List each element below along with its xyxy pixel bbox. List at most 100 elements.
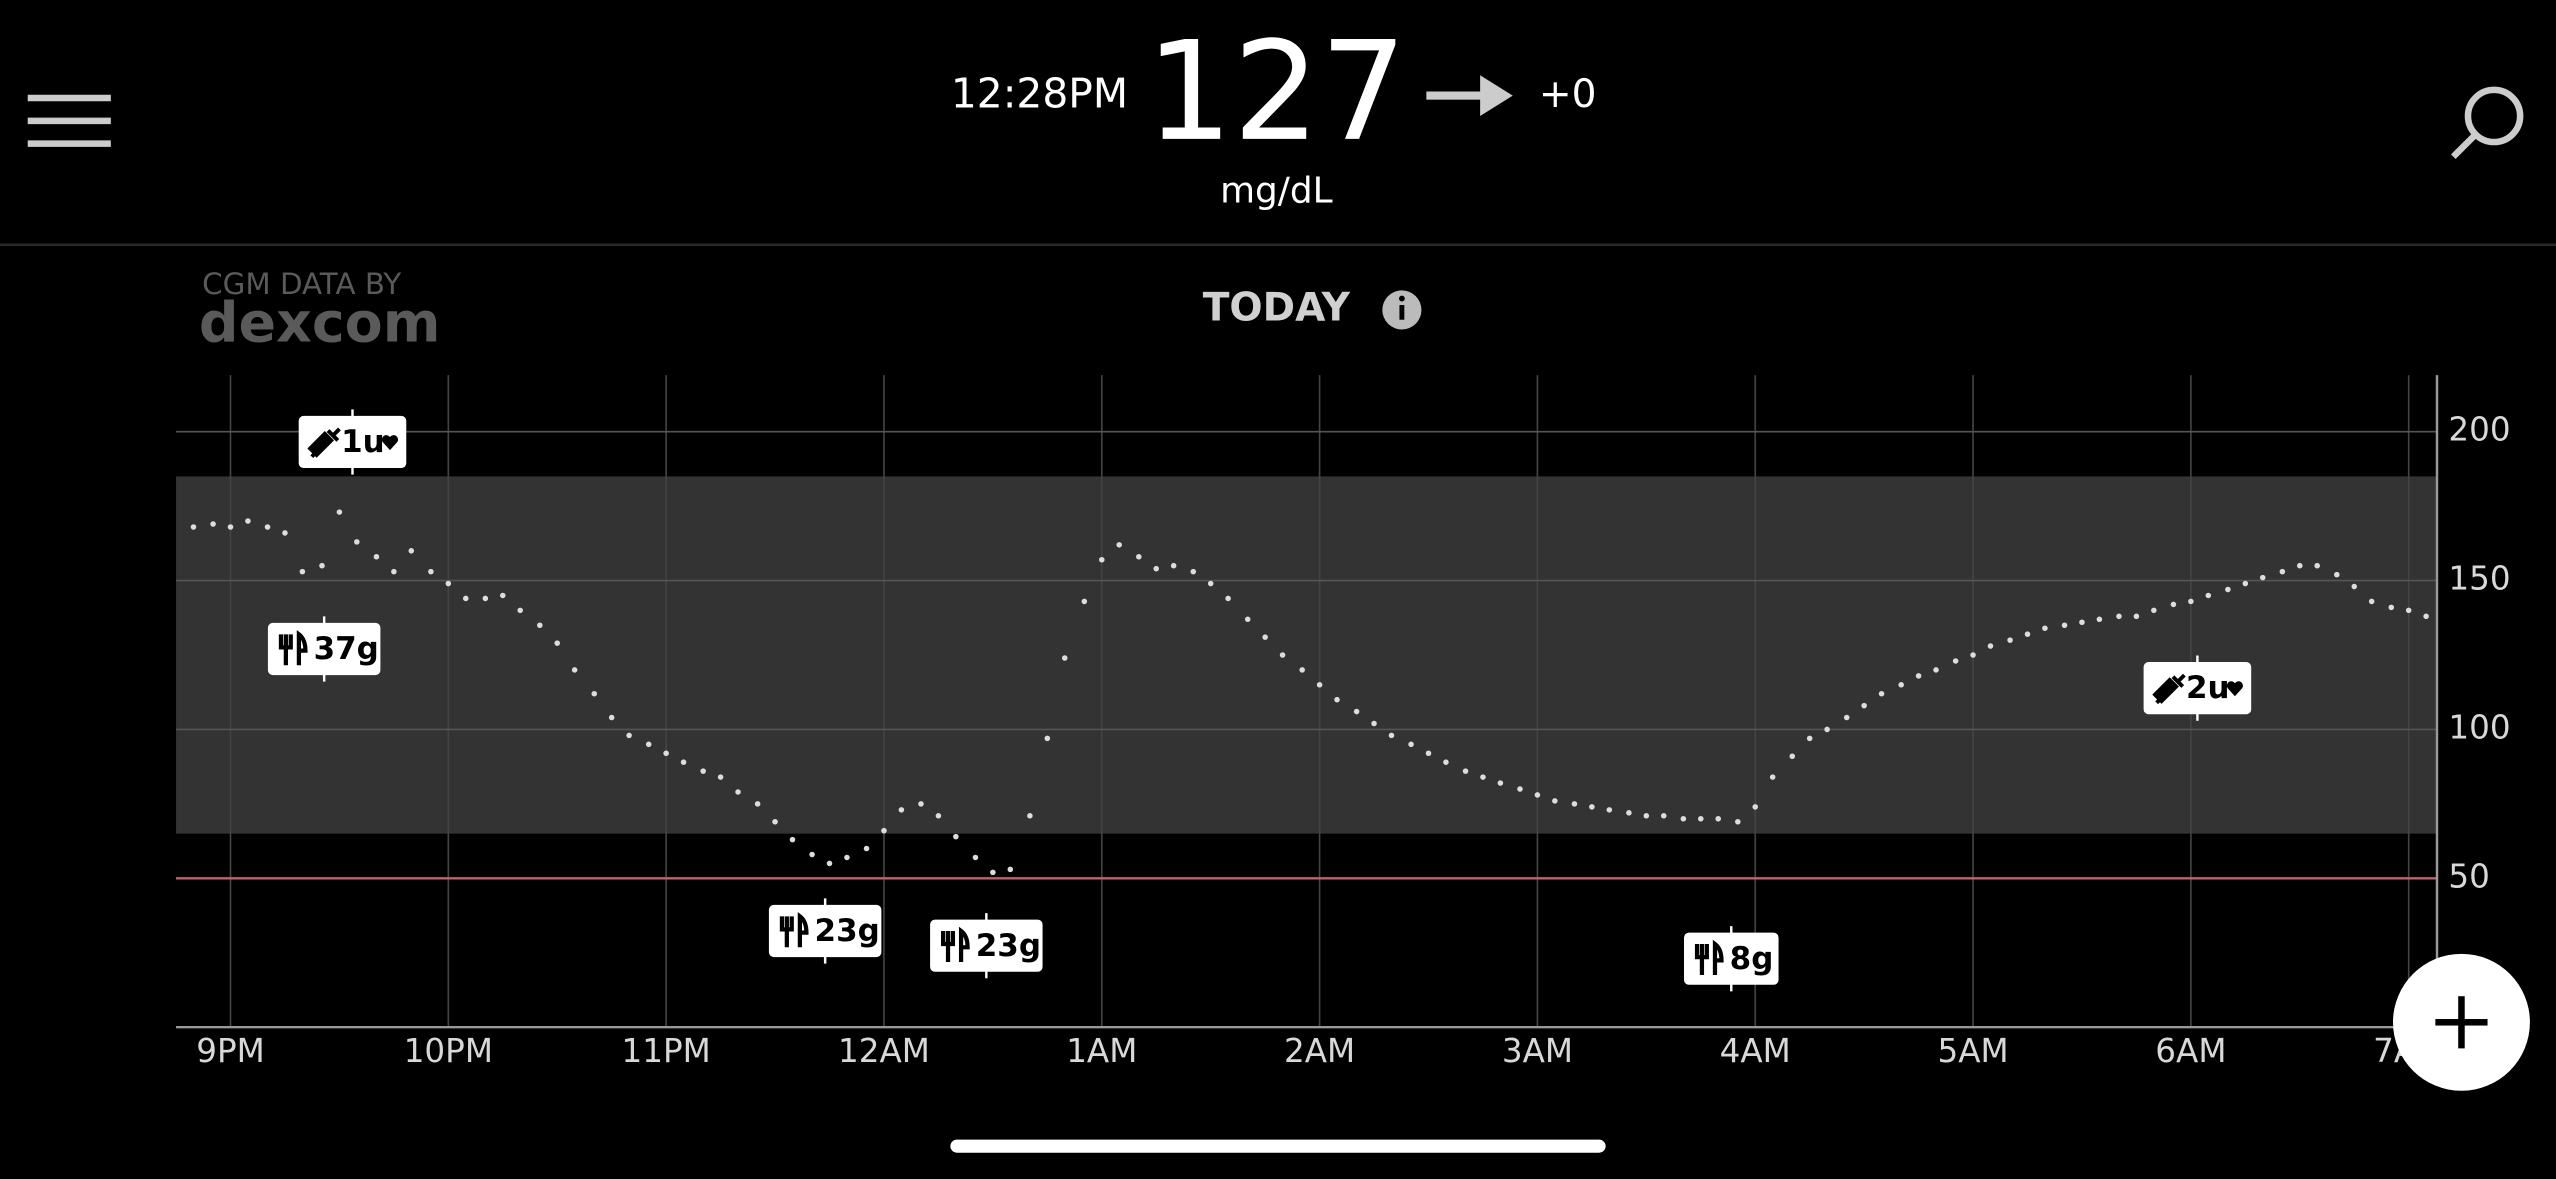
event-box bbox=[298, 415, 407, 469]
glucose-point bbox=[2042, 625, 2048, 631]
glucose-point bbox=[1027, 813, 1033, 819]
glucose-point bbox=[1353, 708, 1360, 715]
glucose-point bbox=[1915, 673, 1922, 679]
target-range bbox=[176, 476, 2438, 834]
glucose-value: 127 bbox=[1146, 13, 1407, 172]
insulin-event[interactable]: 1u bbox=[298, 409, 407, 475]
carb-event[interactable]: 23g bbox=[768, 898, 882, 964]
y-tick-label: 100 bbox=[2448, 708, 2510, 746]
glucose-point bbox=[1715, 815, 1721, 822]
search-handle bbox=[2450, 133, 2477, 160]
glucose-point bbox=[1462, 768, 1469, 774]
glucose-point bbox=[1571, 801, 1578, 807]
syringe-icon bbox=[2152, 673, 2186, 705]
glucose-point bbox=[517, 607, 523, 614]
glucose-point bbox=[391, 568, 397, 575]
carb-event[interactable]: 8g bbox=[1683, 926, 1779, 992]
event-box bbox=[768, 904, 882, 958]
x-tick-label: 9PM bbox=[196, 1032, 265, 1070]
glucose-point bbox=[1262, 634, 1268, 640]
info-button[interactable] bbox=[1382, 290, 1422, 330]
x-tick-label: 4AM bbox=[1720, 1032, 1791, 1070]
glucose-point bbox=[210, 521, 216, 527]
glucose-point bbox=[1735, 818, 1741, 825]
glucose-point bbox=[1752, 804, 1759, 810]
insulin-event[interactable]: 2u bbox=[2143, 655, 2252, 721]
glucose-point bbox=[1933, 667, 1939, 673]
glucose-point bbox=[1534, 792, 1541, 798]
fork-knife-icon bbox=[1694, 939, 1724, 976]
glucose-point bbox=[2205, 592, 2212, 599]
glucose-point bbox=[591, 690, 598, 697]
glucose-point bbox=[1806, 735, 1813, 742]
glucose-point bbox=[336, 509, 343, 515]
glucose-point bbox=[1497, 780, 1504, 786]
glucose-point bbox=[462, 595, 469, 602]
event-label: 23g bbox=[976, 928, 1041, 964]
heart-icon bbox=[2226, 681, 2243, 697]
carb-event[interactable]: 23g bbox=[930, 913, 1043, 979]
glucose-point bbox=[2225, 586, 2231, 593]
search-lens bbox=[2464, 86, 2524, 146]
glucose-point bbox=[772, 818, 778, 825]
y-tick-label: 150 bbox=[2448, 560, 2510, 598]
glucose-point bbox=[881, 827, 887, 834]
glucose-point bbox=[1207, 580, 1214, 587]
trend-delta: +0 bbox=[1539, 72, 1597, 117]
arrow-shaft bbox=[1426, 91, 1489, 100]
glucose-point bbox=[863, 845, 870, 852]
glucose-point bbox=[898, 807, 905, 813]
glucose-point bbox=[2061, 622, 2068, 629]
glucose-point bbox=[1698, 815, 1704, 822]
fork-knife-icon bbox=[779, 912, 809, 948]
trend-arrow bbox=[1426, 75, 1513, 116]
glucose-point bbox=[1116, 542, 1122, 548]
glucose-point bbox=[2405, 607, 2412, 614]
glucose-point bbox=[1480, 774, 1486, 780]
glucose-point bbox=[1170, 562, 1177, 569]
glucose-point bbox=[918, 801, 924, 807]
menu-button[interactable] bbox=[27, 94, 111, 147]
carb-event[interactable]: 37g bbox=[267, 616, 381, 682]
glucose-point bbox=[1425, 750, 1432, 757]
x-tick-label: 2AM bbox=[1284, 1032, 1355, 1070]
glucose-point bbox=[2242, 580, 2249, 587]
glucose-point bbox=[1081, 598, 1088, 605]
info-glyph bbox=[1398, 295, 1405, 302]
glucose-point bbox=[408, 548, 415, 554]
glucose-point bbox=[700, 768, 706, 774]
arrow-head bbox=[1480, 75, 1513, 116]
search-button[interactable] bbox=[2450, 86, 2524, 160]
glucose-point bbox=[2188, 598, 2194, 605]
x-tick-label: 6AM bbox=[2155, 1032, 2226, 1070]
glucose-point bbox=[2259, 574, 2266, 581]
glucose-point bbox=[2170, 601, 2177, 608]
syringe-icon bbox=[307, 427, 341, 459]
glucose-point bbox=[1552, 798, 1558, 804]
glucose-point bbox=[1388, 732, 1395, 739]
glucose-point bbox=[2133, 613, 2140, 620]
heart-icon bbox=[381, 435, 399, 451]
glucose-point bbox=[2423, 613, 2429, 620]
glucose-point bbox=[1279, 652, 1286, 658]
event-label: 37g bbox=[314, 631, 379, 667]
glucose-point bbox=[1007, 866, 1014, 873]
glucose-point bbox=[1153, 565, 1160, 572]
glucose-point bbox=[953, 833, 959, 840]
event-box bbox=[267, 622, 381, 676]
glucose-point bbox=[354, 539, 360, 545]
add-button[interactable] bbox=[2392, 953, 2530, 1091]
glucose-point bbox=[1136, 553, 1142, 560]
glucose-point bbox=[663, 750, 669, 757]
glucose-point bbox=[1660, 813, 1667, 819]
glucose-point bbox=[2314, 562, 2320, 569]
info-glyph bbox=[1399, 305, 1405, 320]
glucose-point bbox=[717, 774, 724, 780]
glucose-point bbox=[554, 640, 561, 646]
glucose-point bbox=[754, 801, 761, 807]
fork-knife-icon bbox=[278, 630, 308, 666]
glucose-point bbox=[1861, 702, 1867, 709]
event-box bbox=[930, 919, 1043, 972]
y-tick-label: 50 bbox=[2448, 857, 2489, 895]
glucose-point bbox=[1299, 667, 1305, 673]
